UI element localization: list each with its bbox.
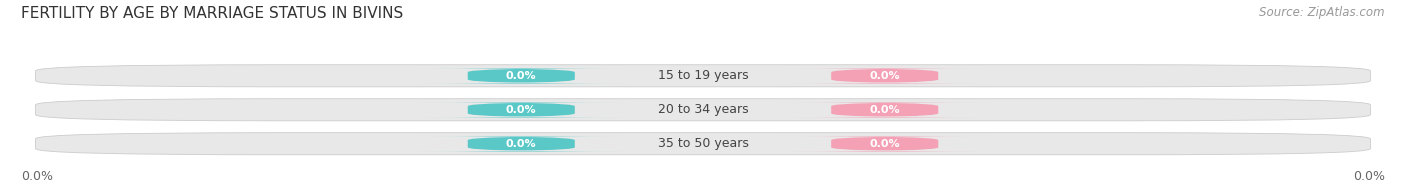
Text: 0.0%: 0.0% [506, 105, 537, 115]
FancyBboxPatch shape [416, 102, 626, 118]
FancyBboxPatch shape [416, 68, 626, 83]
Text: 0.0%: 0.0% [1353, 170, 1385, 183]
Text: Source: ZipAtlas.com: Source: ZipAtlas.com [1260, 6, 1385, 19]
FancyBboxPatch shape [780, 136, 990, 152]
Text: 0.0%: 0.0% [869, 139, 900, 149]
FancyBboxPatch shape [35, 99, 1371, 121]
FancyBboxPatch shape [416, 136, 626, 152]
Text: 15 to 19 years: 15 to 19 years [658, 69, 748, 82]
Text: 0.0%: 0.0% [506, 139, 537, 149]
FancyBboxPatch shape [780, 102, 990, 118]
FancyBboxPatch shape [780, 68, 990, 83]
Text: 0.0%: 0.0% [506, 71, 537, 81]
FancyBboxPatch shape [35, 65, 1371, 87]
Text: FERTILITY BY AGE BY MARRIAGE STATUS IN BIVINS: FERTILITY BY AGE BY MARRIAGE STATUS IN B… [21, 6, 404, 21]
FancyBboxPatch shape [35, 133, 1371, 155]
Text: 0.0%: 0.0% [21, 170, 53, 183]
Text: 0.0%: 0.0% [869, 71, 900, 81]
Text: 0.0%: 0.0% [869, 105, 900, 115]
Text: 35 to 50 years: 35 to 50 years [658, 137, 748, 150]
Text: 20 to 34 years: 20 to 34 years [658, 103, 748, 116]
